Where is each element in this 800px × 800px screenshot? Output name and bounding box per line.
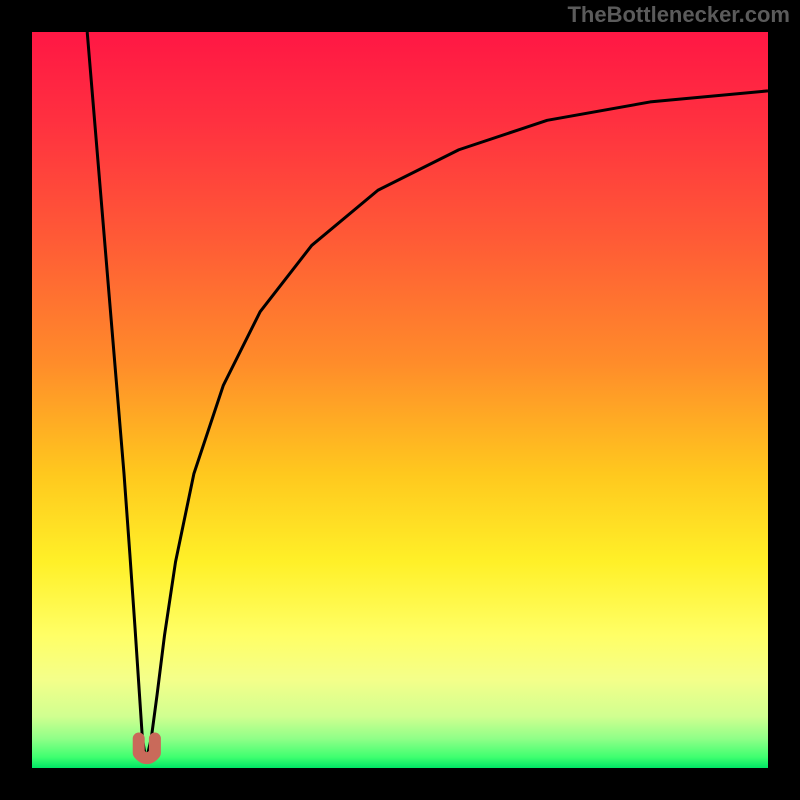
chart-container: TheBottlenecker.com — [0, 0, 800, 800]
watermark-text: TheBottlenecker.com — [567, 2, 790, 28]
bottleneck-chart-svg — [0, 0, 800, 800]
gradient-background — [32, 32, 768, 768]
